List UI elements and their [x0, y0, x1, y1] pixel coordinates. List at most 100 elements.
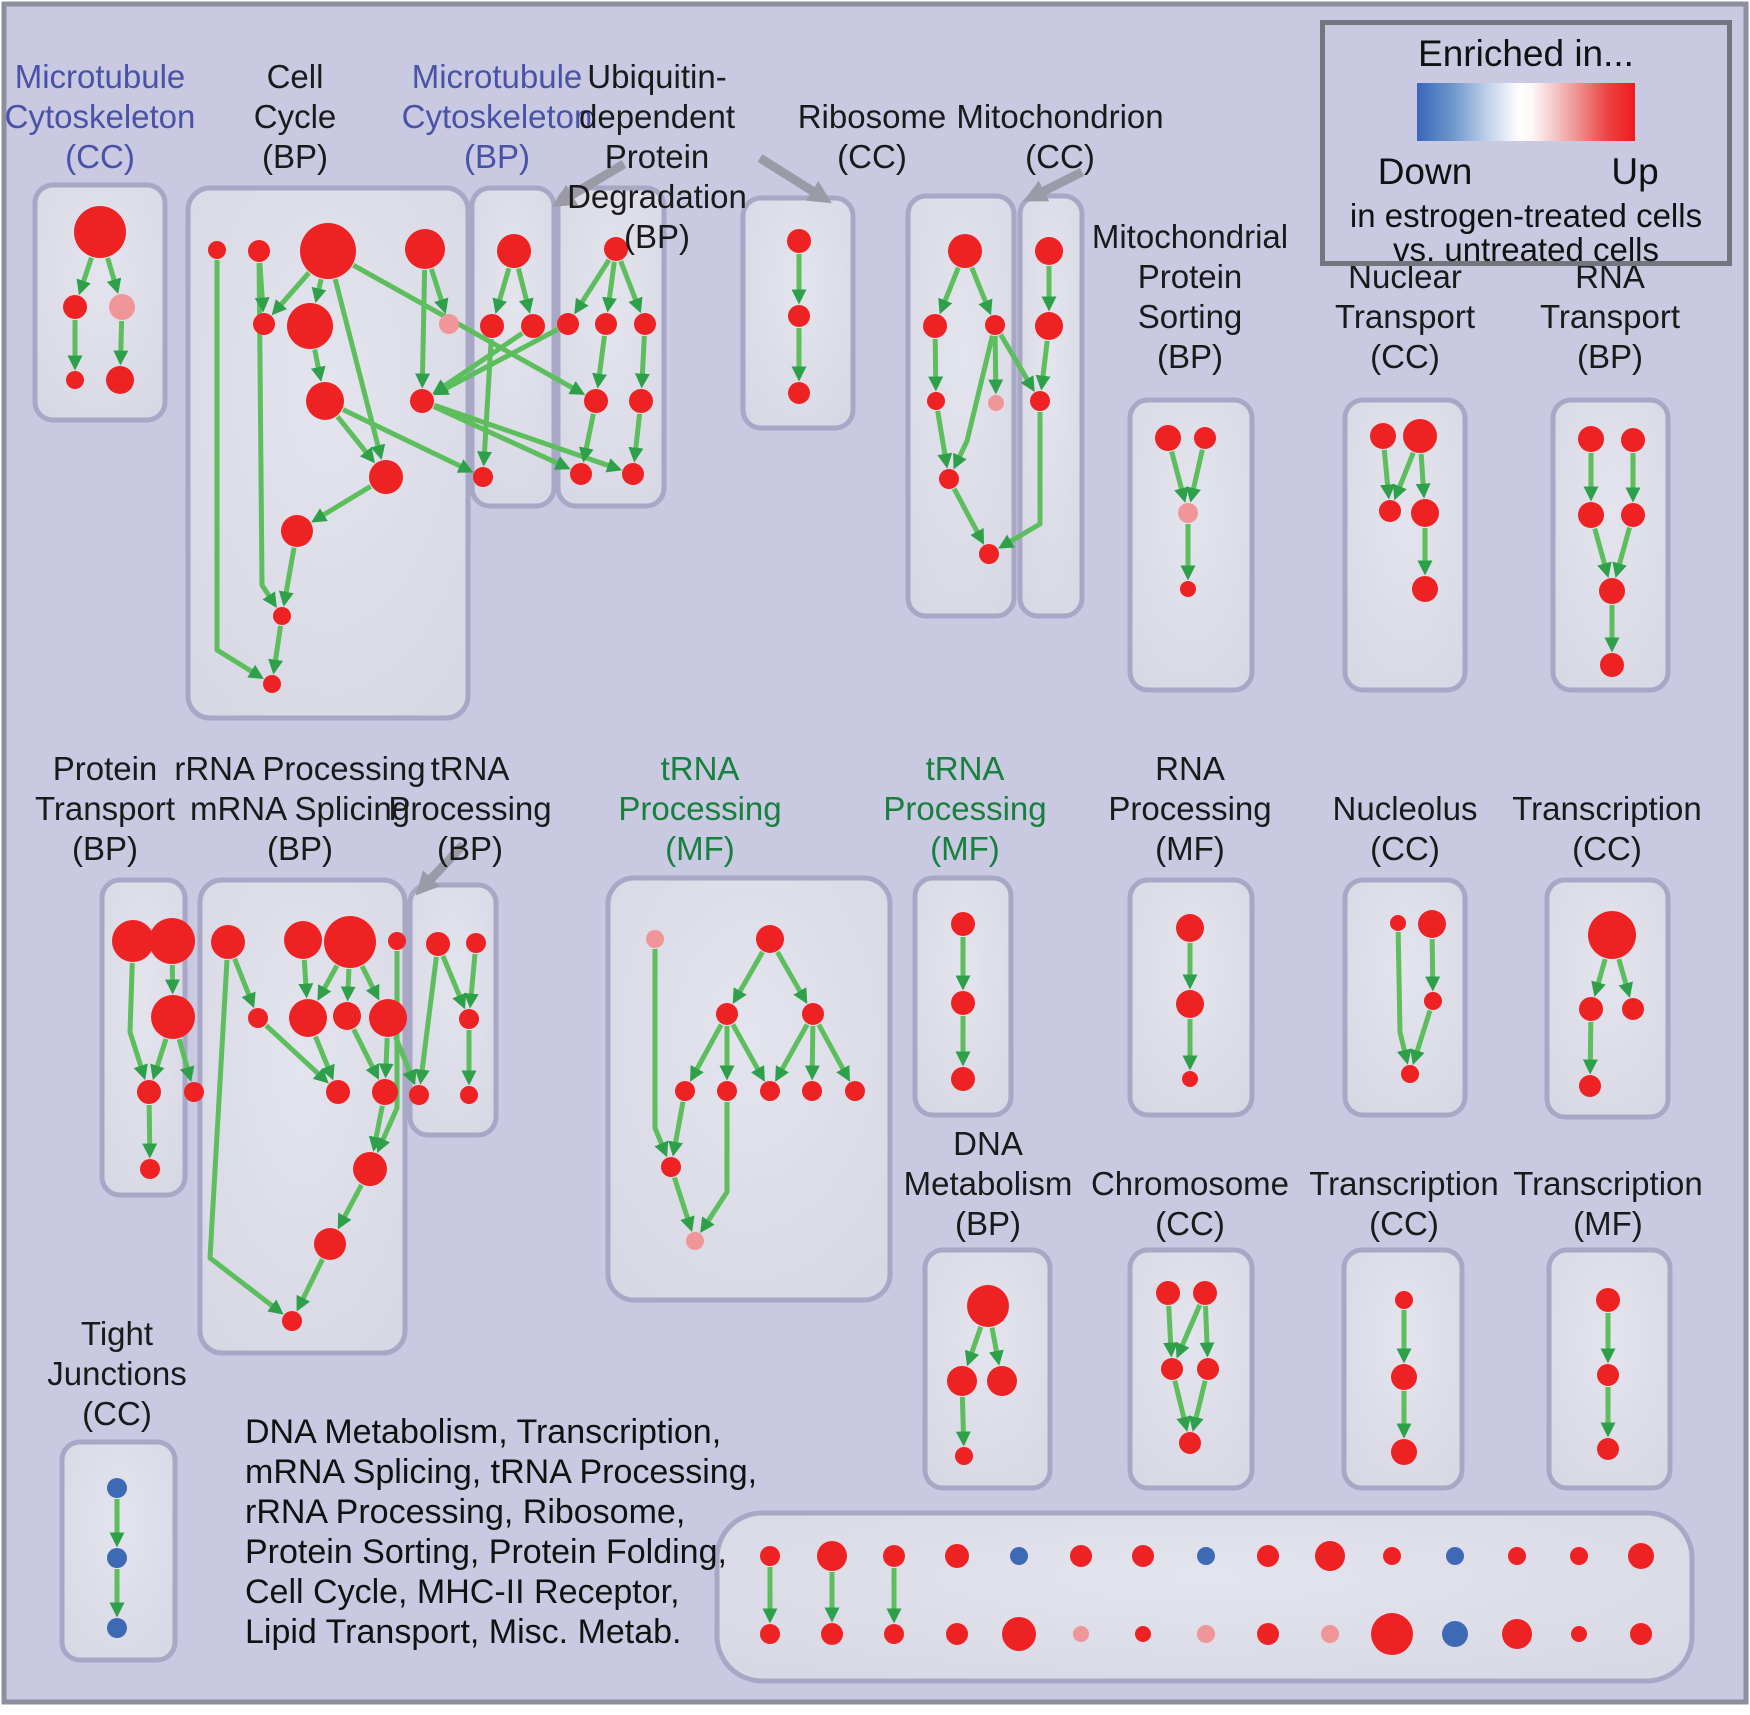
go-term-node-w9b: [1257, 1623, 1279, 1645]
go-term-node-l9: [326, 1080, 350, 1104]
go-term-node-l6: [289, 999, 327, 1037]
go-term-node-v3: [1597, 1438, 1619, 1460]
caption-line: Cell Cycle, MHC-II Receptor,: [245, 1573, 680, 1611]
go-term-node-i4: [1411, 499, 1439, 527]
caption-line: rRNA Processing, Ribosome,: [245, 1493, 686, 1531]
go-term-node-w15t: [1628, 1543, 1654, 1569]
edge-f3-f5: [988, 335, 1004, 395]
caption-line: DNA Metabolism, Transcription,: [245, 1413, 722, 1451]
edge-cc4-cc7: [429, 268, 449, 314]
edge-l2-l6: [298, 959, 314, 999]
go-term-node-w9t: [1257, 1545, 1279, 1567]
edge-mtb2-mtb4: [477, 338, 494, 467]
go-term-node-f2: [923, 314, 947, 338]
go-term-node-n2: [756, 925, 784, 953]
go-term-node-e3: [788, 382, 810, 404]
go-term-node-p1: [1176, 914, 1204, 942]
label-ribosome: Ribosome (CC): [798, 98, 947, 175]
edge-m2-m3: [463, 953, 479, 1009]
go-term-node-m5: [460, 1086, 478, 1104]
edge-d1-d3: [602, 261, 617, 313]
label-transcription-mf: Transcription (MF): [1513, 1165, 1703, 1242]
label-microtubule-bp: Microtubule Cytoskeleton (BP): [402, 58, 593, 175]
go-term-node-d6: [629, 389, 653, 413]
go-term-node-w1t: [760, 1546, 780, 1566]
go-term-node-i2: [1403, 419, 1437, 453]
go-term-node-s2: [947, 1366, 977, 1396]
go-term-node-k5: [184, 1082, 204, 1102]
go-term-node-cc3: [300, 223, 356, 279]
edge-i2-i3: [1392, 451, 1416, 501]
edge-f3-g3: [998, 333, 1035, 392]
edge-f2-f4: [928, 338, 944, 392]
legend-condition-line2: vs. untreated cells: [1393, 231, 1659, 268]
go-term-node-h4: [1180, 581, 1196, 597]
go-term-node-w15b: [1630, 1623, 1652, 1645]
go-term-node-n8: [802, 1081, 822, 1101]
go-term-node-f7: [979, 544, 999, 564]
label-microtubule-cc: Microtubule Cytoskeleton (CC): [5, 58, 196, 175]
label-mitochondrion: Mitochondrion (CC): [956, 98, 1163, 175]
edge-cc10-cc11: [311, 484, 372, 523]
go-term-node-e2: [788, 305, 810, 327]
label-nucleolus: Nucleolus (CC): [1333, 790, 1478, 867]
go-term-node-r3: [1622, 998, 1644, 1020]
edge-l5-l9: [264, 1023, 329, 1084]
go-term-node-cc8: [306, 382, 344, 420]
go-term-node-k4: [137, 1080, 161, 1104]
shared-terms-caption: DNA Metabolism, Transcription, mRNA Spli…: [245, 1412, 757, 1652]
edge-cc11-cc12: [278, 547, 297, 607]
go-term-node-q1: [1390, 915, 1406, 931]
label-rna-processing: RNA Processing (MF): [1108, 750, 1271, 867]
edge-n4-n9: [816, 1023, 850, 1082]
go-term-node-w11t: [1383, 1547, 1401, 1565]
go-term-node-g3: [1030, 391, 1050, 411]
go-term-node-s4: [955, 1447, 973, 1465]
edge-h2-h3: [1186, 449, 1205, 503]
edge-s1-s3: [989, 1327, 1004, 1366]
edge-s2-s4: [955, 1396, 971, 1447]
go-term-node-n9: [845, 1081, 865, 1101]
go-term-node-p3: [1182, 1071, 1198, 1087]
go-term-node-w10b: [1321, 1625, 1339, 1643]
go-term-node-s1: [967, 1285, 1009, 1327]
go-term-node-w4t: [945, 1544, 969, 1568]
edge-cc8-mtb4: [341, 407, 474, 473]
edge-f1-f2: [938, 266, 961, 315]
go-term-node-d4: [634, 313, 656, 335]
go-term-node-w13b: [1502, 1619, 1532, 1649]
go-term-node-u3: [1391, 1439, 1417, 1465]
label-protein-transport: Protein Transport (BP): [35, 750, 175, 867]
go-term-node-cc9: [410, 389, 434, 413]
go-term-node-m3: [459, 1009, 479, 1029]
edge-cc6-cc8: [310, 349, 326, 382]
go-term-node-n4: [802, 1003, 824, 1025]
go-term-node-mtb2: [480, 314, 504, 338]
edge-d5-d7: [578, 413, 596, 463]
edge-mtb3-cc9: [432, 331, 524, 395]
label-ubiquitin: Ubiquitin-dependent Protein Degradation (BP…: [567, 58, 747, 255]
go-term-node-f1: [948, 234, 982, 268]
legend-down-label: Down: [1377, 151, 1473, 192]
go-term-node-w5b: [1002, 1617, 1036, 1651]
edge-a1-a2: [76, 256, 94, 296]
go-term-node-q3: [1424, 992, 1442, 1010]
label-nuclear-transport: Nuclear Transport (CC): [1335, 258, 1475, 375]
go-term-node-w5t: [1010, 1547, 1028, 1565]
go-term-node-a4: [66, 371, 84, 389]
edge-m1-m4: [414, 956, 439, 1085]
go-term-node-f6: [939, 469, 959, 489]
box-nuclear-transport: [1342, 397, 1468, 693]
edge-t3-t5: [1172, 1380, 1192, 1432]
label-dna-metabolism: DNA Metabolism (BP): [904, 1125, 1073, 1242]
go-term-node-l12: [314, 1228, 346, 1260]
go-term-node-i5: [1412, 576, 1438, 602]
go-term-node-n5: [675, 1081, 695, 1101]
go-term-node-i1: [1370, 423, 1396, 449]
label-trna-mf-2: tRNA Processing (MF): [883, 750, 1046, 867]
legend-gradient-bar: [1417, 83, 1635, 141]
edge-cc3-cc6: [311, 278, 327, 304]
edge-f4-f6: [935, 410, 953, 469]
edge-q2-q3: [1425, 938, 1441, 992]
